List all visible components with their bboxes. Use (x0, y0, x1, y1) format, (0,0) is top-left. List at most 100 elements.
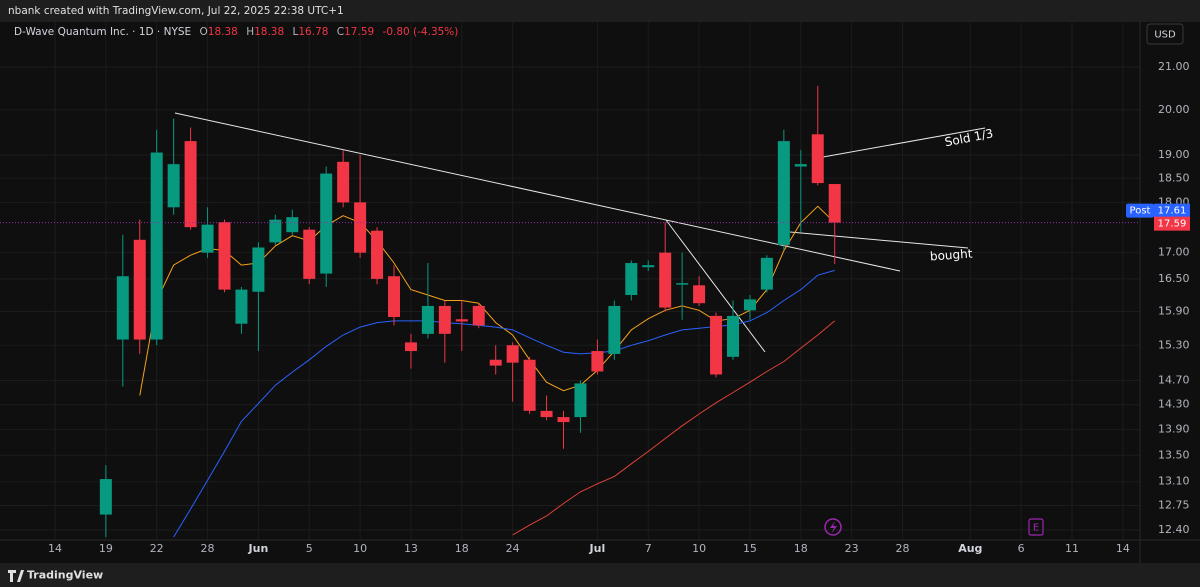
trend-line (822, 127, 986, 158)
change: -0.80 (-4.35%) (382, 26, 459, 38)
footer-logo (8, 570, 24, 582)
y-tick-label: 14.30 (1158, 398, 1190, 411)
symbol-title: D-Wave Quantum Inc. · 1D · NYSE (14, 26, 192, 38)
x-tick-label: 19 (99, 542, 113, 555)
candle-body (438, 305, 451, 334)
ohlc-key: O (199, 26, 208, 38)
annotation-text: bought (929, 247, 973, 264)
x-tick-label: 7 (645, 542, 652, 555)
footer-bar (0, 563, 1200, 587)
candle-body (574, 383, 587, 418)
candle-body (557, 417, 570, 423)
candle-body (354, 202, 367, 253)
candle-body (642, 265, 655, 268)
candle-body (523, 359, 536, 411)
candle-body (455, 319, 468, 322)
event-icon[interactable] (824, 518, 842, 536)
candle-body (693, 285, 706, 304)
candle-body (235, 289, 248, 324)
y-tick-label: 13.50 (1158, 448, 1190, 461)
x-tick-label: 10 (353, 542, 367, 555)
candle-body (489, 359, 502, 366)
x-tick-label: Jun (248, 542, 269, 555)
candle-body (794, 164, 807, 167)
post-price-label: 17.61 (1158, 206, 1187, 217)
x-tick-label: 18 (455, 542, 469, 555)
ohlc-value: 16.78 (298, 26, 329, 38)
candle-body (404, 342, 417, 352)
candle-body (608, 305, 621, 354)
ohlc-value: 18.38 (207, 26, 238, 38)
y-tick-label: 19.00 (1158, 148, 1190, 161)
x-tick-label: 13 (404, 542, 418, 555)
x-tick-label: 23 (845, 542, 859, 555)
x-tick-label: 11 (1065, 542, 1079, 555)
y-tick-label: 18.50 (1158, 171, 1190, 184)
x-tick-label: 14 (48, 542, 62, 555)
x-tick-label: 18 (794, 542, 808, 555)
candle-body (760, 257, 773, 290)
candle-body (625, 263, 638, 296)
y-tick-label: 15.90 (1158, 304, 1190, 317)
y-tick-label: 21.00 (1158, 60, 1190, 73)
candle-body (133, 239, 146, 340)
last-price-tag (1154, 216, 1190, 231)
x-tick-label: 28 (896, 542, 910, 555)
y-tick-label: 14.70 (1158, 373, 1190, 386)
candle-body (811, 134, 824, 184)
candle-body (99, 479, 112, 515)
ohlc-key: H (246, 26, 255, 38)
candle-body (150, 152, 163, 340)
candle-body (116, 276, 129, 340)
candle-body (303, 229, 316, 279)
post-tag (1126, 203, 1154, 218)
y-tick-label: 20.00 (1158, 103, 1190, 116)
header-text: nbank created with TradingView.com, Jul … (8, 5, 344, 17)
candle-body (676, 283, 689, 285)
post-price-tag (1154, 203, 1190, 218)
y-tick-label: 13.10 (1158, 475, 1190, 488)
last-price-label: 17.59 (1158, 219, 1187, 230)
candle-body (252, 247, 265, 292)
candle-body (167, 164, 180, 208)
candle-body (743, 299, 756, 311)
x-tick-label: 15 (743, 542, 757, 555)
candle-body (371, 230, 384, 279)
earnings-label: E (1033, 523, 1039, 534)
candle-body (472, 305, 485, 326)
ohlc-value: 17.59 (344, 26, 375, 38)
candle-body (540, 410, 553, 418)
y-tick-label: 12.40 (1158, 523, 1190, 536)
earnings-icon[interactable] (1028, 518, 1044, 536)
event-icon-bolt (830, 521, 837, 534)
x-tick-label: 14 (1116, 542, 1130, 555)
candle-body (506, 345, 519, 363)
x-tick-label: Jul (589, 542, 606, 555)
currency-label: USD (1154, 30, 1176, 41)
candle-body (777, 141, 790, 245)
x-tick-label: 24 (506, 542, 520, 555)
overlay-line (512, 320, 836, 536)
x-tick-label: 28 (201, 542, 215, 555)
candle-body (286, 217, 299, 233)
candle-body (591, 351, 604, 372)
y-tick-label: 15.30 (1158, 338, 1190, 351)
x-tick-label: 10 (692, 542, 706, 555)
ohlc-key: L (292, 26, 299, 38)
y-tick-label: 17.00 (1158, 246, 1190, 259)
y-tick-label: 16.50 (1158, 272, 1190, 285)
candle-body (201, 224, 214, 253)
trend-line (789, 231, 969, 249)
ohlc-key: C (336, 26, 345, 38)
candle-body (659, 252, 672, 308)
candle-body (710, 315, 723, 375)
ohlc-value: 18.38 (254, 26, 285, 38)
plot-area (0, 22, 1140, 540)
currency-box[interactable] (1146, 23, 1184, 45)
candle-body (727, 315, 739, 357)
candle-body (337, 161, 350, 203)
x-tick-label: 22 (150, 542, 164, 555)
candle-body (184, 141, 197, 228)
